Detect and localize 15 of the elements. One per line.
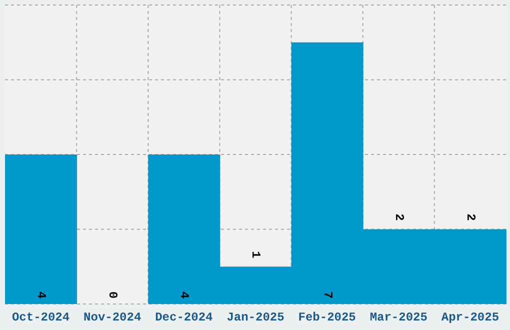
data-label: 4 [34, 291, 48, 299]
x-tick-label: Apr-2025 [441, 310, 500, 325]
data-label: 1 [248, 251, 263, 258]
x-tick-label: Mar-2025 [370, 310, 428, 325]
data-label: 0 [106, 291, 120, 299]
x-tick-label: Feb-2025 [298, 310, 356, 325]
bar [5, 154, 77, 304]
x-tick-label: Oct-2024 [12, 310, 70, 325]
x-tick-label: Nov-2024 [84, 310, 142, 325]
data-label: 2 [392, 214, 406, 221]
data-label: 2 [463, 214, 478, 221]
data-label: 4 [177, 291, 192, 299]
x-tick-label: Jan-2025 [226, 310, 284, 325]
x-tick-label: Dec-2024 [155, 310, 213, 325]
data-label: 7 [320, 291, 334, 299]
